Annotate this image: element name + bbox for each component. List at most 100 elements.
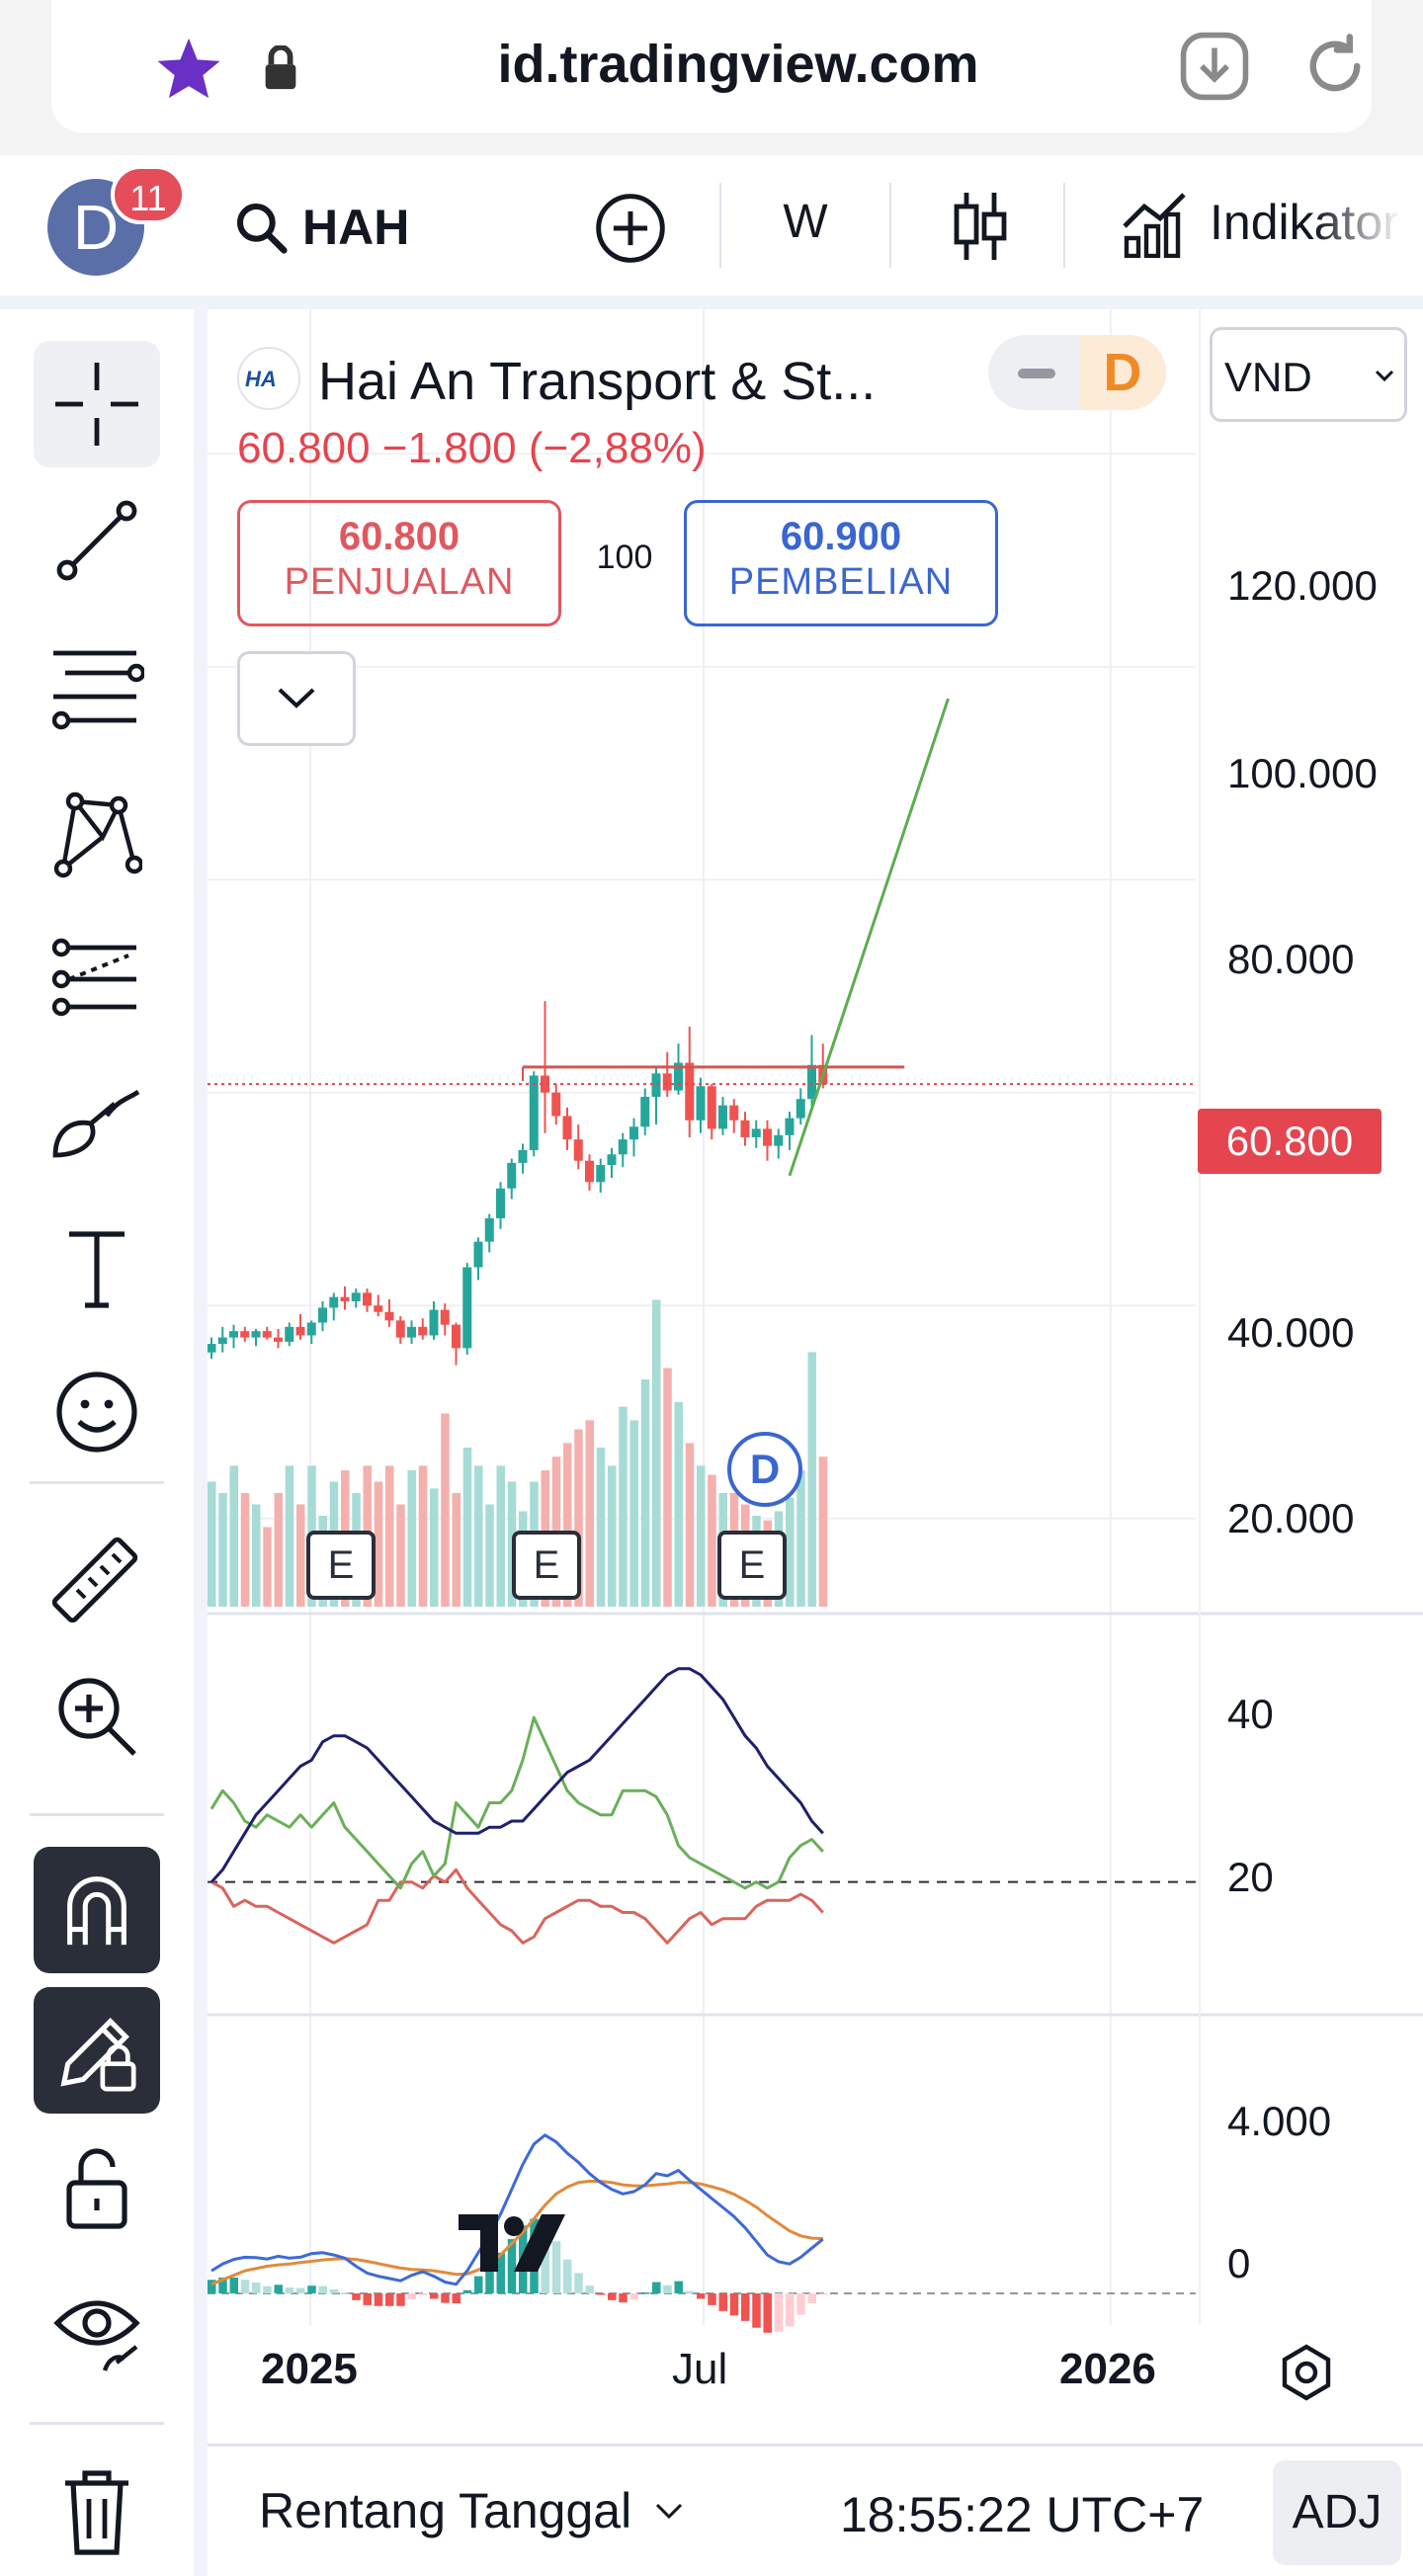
volume-bar [807, 1352, 816, 1607]
delayed-badge[interactable]: D [1079, 335, 1166, 410]
di-plus-line [209, 1715, 824, 1890]
candle-body [518, 1149, 528, 1163]
candle-body [785, 1118, 795, 1135]
macd-histogram-bar [652, 2282, 661, 2293]
macd-histogram-bar [485, 2264, 494, 2293]
magnet-tool[interactable] [34, 1847, 160, 1973]
symbol-title[interactable]: Hai An Transport & St... [318, 352, 877, 411]
candle-body [551, 1092, 561, 1117]
add-compare-icon[interactable] [593, 191, 668, 266]
earnings-marker[interactable]: E [306, 1531, 376, 1600]
macd-histogram-bar [685, 2290, 695, 2293]
macd-histogram-bar [585, 2285, 594, 2293]
macd-histogram-bar [507, 2239, 517, 2293]
pattern-tool[interactable] [34, 772, 160, 898]
candle-body [363, 1292, 372, 1306]
chevron-down-icon [278, 688, 315, 708]
macd-histogram-bar [452, 2292, 460, 2304]
adj-button[interactable]: ADJ [1273, 2460, 1401, 2565]
earnings-marker[interactable]: E [717, 1531, 787, 1600]
dividend-marker[interactable]: D [727, 1432, 802, 1507]
buy-button[interactable]: 60.900 PEMBELIAN [684, 500, 998, 626]
crosshair-icon [55, 363, 138, 446]
clock-label[interactable]: 18:55:22 UTC+7 [840, 2487, 1205, 2542]
macd-histogram-bar [385, 2292, 394, 2306]
brush-tool[interactable] [34, 1058, 160, 1185]
settings-icon[interactable] [1275, 2341, 1338, 2404]
emoji-tool[interactable] [34, 1349, 160, 1475]
macd-pane [208, 2133, 1196, 2333]
unlock-tool[interactable] [34, 2125, 160, 2252]
interval-button[interactable]: W [783, 196, 828, 248]
drawing-toolbar [0, 309, 194, 2576]
candle-body [707, 1086, 716, 1129]
trash-icon [65, 2470, 128, 2555]
macd-histogram-bar [818, 2292, 828, 2295]
magnet-icon [67, 1876, 126, 1946]
time-axis-label: Jul [672, 2345, 728, 2393]
macd-histogram-bar [441, 2292, 450, 2303]
candle-body [395, 1320, 405, 1338]
macd-histogram-bar [363, 2292, 372, 2305]
macd-histogram-bar [407, 2292, 416, 2299]
reload-icon[interactable] [1298, 30, 1372, 103]
address-bar[interactable]: id.tradingview.com [51, 0, 1372, 132]
macd-histogram-bar [274, 2285, 283, 2293]
candle-body [607, 1154, 617, 1166]
macd-histogram-bar [608, 2292, 617, 2300]
sell-button[interactable]: 60.800 PENJUALAN [237, 500, 561, 626]
candle-body [562, 1116, 572, 1140]
zoom-in-icon [58, 1678, 136, 1756]
url-text[interactable]: id.tradingview.com [497, 35, 979, 94]
remove-drawings-tool[interactable] [34, 2450, 160, 2576]
earnings-marker[interactable]: E [512, 1531, 581, 1600]
candle-body [384, 1311, 394, 1321]
buy-price: 60.900 [780, 515, 902, 558]
chart-area[interactable]: HA Hai An Transport & St... D VND 60.800… [208, 309, 1423, 2576]
hide-drawings-tool[interactable] [34, 2270, 160, 2396]
notification-badge[interactable]: 11 [111, 165, 186, 224]
forecast-icon [51, 938, 136, 1017]
date-range-button[interactable]: Rentang Tanggal [259, 2482, 685, 2539]
macd-histogram-bar [763, 2292, 772, 2333]
candle-body [596, 1165, 606, 1183]
fib-levels-tool[interactable] [34, 623, 160, 750]
legend-toggle[interactable]: D [988, 335, 1166, 410]
search-icon [236, 203, 288, 254]
macd-histogram-bar [640, 2292, 650, 2294]
macd-histogram-bar [208, 2280, 216, 2293]
candles-icon[interactable] [949, 189, 1012, 264]
currency-select[interactable]: VND [1210, 327, 1407, 422]
download-icon[interactable] [1178, 30, 1251, 103]
ruler-tool[interactable] [34, 1515, 160, 1641]
lock-drawings-tool[interactable] [34, 1987, 160, 2114]
avatar[interactable]: D [47, 179, 144, 276]
volume-bar [697, 1465, 706, 1607]
candle-body [229, 1331, 238, 1338]
candle-body [217, 1337, 227, 1345]
candle-body [640, 1097, 650, 1127]
macd-histogram-bar [218, 2277, 227, 2293]
volume-bar [640, 1379, 650, 1607]
toolbar-shadow [0, 295, 1423, 309]
candle-body [729, 1105, 739, 1121]
candle-body [674, 1062, 683, 1091]
zoom-in-tool[interactable] [34, 1653, 160, 1780]
forecast-tool[interactable] [34, 914, 160, 1040]
crosshair-tool[interactable] [34, 341, 160, 467]
candle-body [662, 1073, 672, 1091]
pattern-icon [53, 791, 142, 878]
trend-line-tool[interactable] [34, 477, 160, 604]
candle-body [484, 1217, 494, 1242]
text-icon [69, 1231, 125, 1308]
text-tool[interactable] [34, 1205, 160, 1331]
price-axis-label: 80.000 [1227, 936, 1355, 982]
macd-axis-label: 4.000 [1227, 2098, 1332, 2144]
star-icon[interactable] [154, 36, 223, 101]
macd-histogram-bar [796, 2292, 805, 2315]
macd-histogram-bar [619, 2292, 628, 2303]
collapse-legend-button[interactable] [237, 651, 356, 746]
symbol-search-button[interactable]: HAH [233, 193, 409, 262]
di-minus-line [210, 1868, 824, 1945]
lock-icon [265, 45, 296, 90]
